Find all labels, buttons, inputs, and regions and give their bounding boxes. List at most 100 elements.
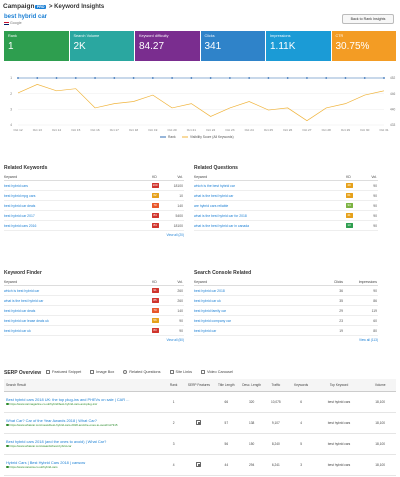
col-impressions[interactable]: Impressions <box>344 279 378 286</box>
col-vol[interactable]: Vol. <box>162 174 184 181</box>
rank-point[interactable] <box>17 77 19 79</box>
keyword-link[interactable]: best hybrid cars 2016 <box>4 220 148 231</box>
keyword-link[interactable]: best hybrid car lease deals uk <box>4 315 148 326</box>
col-title-length[interactable]: Title Length <box>212 379 241 392</box>
tab-video-carousel[interactable]: Video Carousel <box>201 370 233 374</box>
col-serp-features[interactable]: SERP Features <box>185 379 213 392</box>
search-console-view-all-link[interactable]: View all (113) <box>358 338 378 342</box>
keyword-link[interactable]: best hybrid cars <box>4 180 148 191</box>
keywords-count: 6 <box>288 391 314 413</box>
related-keywords-view-all-link[interactable]: View all (20) <box>166 233 184 237</box>
rank-point[interactable] <box>55 77 58 79</box>
tab-image-box[interactable]: Image Box <box>90 370 114 374</box>
keyword-link[interactable]: best hybrid family car <box>194 305 318 316</box>
campaign-logo[interactable]: Campaign PRO > Keyword Insights <box>3 3 104 10</box>
volume-value: 5400 <box>162 210 184 221</box>
col-keyword[interactable]: Keyword <box>4 174 148 181</box>
keyword-link[interactable]: best hybrid company car <box>194 315 318 326</box>
keyword-link[interactable]: what is the best hybrid car <box>194 190 342 201</box>
col-keyword[interactable]: Keyword <box>4 279 148 286</box>
rank-point[interactable] <box>325 77 328 79</box>
keyword-link[interactable]: are hybrid cars reliable <box>194 200 342 211</box>
tile-label: CTR <box>335 34 344 38</box>
result-url[interactable]: https://www.carmagazine.co.uk/hybrid/bes… <box>6 402 162 406</box>
kd-badge: 49 <box>345 183 353 188</box>
col-search-result[interactable]: Search Result <box>4 379 163 392</box>
video-icon <box>201 370 206 374</box>
tab-related-questions[interactable]: Related Questions <box>123 370 161 374</box>
keyword-link[interactable]: what is the best hybrid car <box>4 295 148 306</box>
keyword-link[interactable]: best hybrid car deals <box>4 305 148 316</box>
rank-point[interactable] <box>171 77 174 79</box>
featured-snippet-icon[interactable] <box>196 419 202 425</box>
related-question-row: what is the best hybrid car 61 90 <box>194 190 378 201</box>
result-url-text: https://www.whatcar.com/awards/best-hybr… <box>9 444 72 449</box>
col-keywords[interactable]: Keywords <box>288 379 314 392</box>
rank-point[interactable] <box>228 77 231 79</box>
keyword-link[interactable]: best hybrid car <box>194 325 318 336</box>
rank-point[interactable] <box>344 77 347 79</box>
result-url[interactable]: https://www.carwow.co.uk/hybrid-cars <box>6 465 162 469</box>
keyword-link[interactable]: what is the best hybrid car for 2018 <box>194 210 342 221</box>
volume-value: 90 <box>356 180 378 191</box>
tab-site-links[interactable]: Site Links <box>169 370 192 374</box>
col-keyword[interactable]: Keyword <box>194 279 318 286</box>
rank-point[interactable] <box>74 77 77 79</box>
rank-point[interactable] <box>94 77 96 79</box>
rank-visibility-chart[interactable]: 1 452 2 446 3 440 4 433 Oct 12 Oct 13 Oct 14 Oct 15… <box>0 70 400 150</box>
rank-point[interactable] <box>363 77 366 79</box>
col-kd[interactable]: KD <box>342 174 356 181</box>
result-title-link[interactable]: Best hybrid cars 2018 (and the ones to a… <box>6 438 107 444</box>
keyword-link[interactable]: best hybrid car deals <box>4 200 148 211</box>
rank-point[interactable] <box>190 77 193 79</box>
keyword-link[interactable]: which is the best hybrid car <box>194 180 342 191</box>
col-top-keyword[interactable]: Top Keyword <box>313 379 365 392</box>
volume-value: 90 <box>356 200 378 211</box>
legend-label[interactable]: Visibility Score (All Keywords) <box>190 135 234 139</box>
keyword-link[interactable]: best hybrid car uk <box>4 325 148 336</box>
kd-badge: 83 <box>151 328 159 333</box>
keyword-link[interactable]: what is the best hybrid car in canada <box>194 220 342 231</box>
back-to-rank-insights-button[interactable]: Back to Rank Insights <box>342 14 394 24</box>
result-title-link[interactable]: Best hybrid cars 2018 UK: the top plug-i… <box>6 396 130 402</box>
col-kd[interactable]: KD <box>148 279 162 286</box>
keyword-link[interactable]: best hybrid car 2018 <box>194 285 318 296</box>
rank-point[interactable] <box>151 77 154 79</box>
col-kd[interactable]: KD <box>148 174 162 181</box>
keyword-finder-view-all-link[interactable]: View all (50) <box>166 338 184 342</box>
result-url[interactable]: https://www.whatcar.com/news/best-hybrid… <box>6 423 162 427</box>
serp-feature-tabs: Featured Snippet Image Box Related Quest… <box>46 370 233 374</box>
rank-point[interactable] <box>209 77 212 79</box>
rank-point[interactable] <box>306 77 308 79</box>
col-desc-length[interactable]: Desc. Length <box>240 379 264 392</box>
rank-point[interactable] <box>383 77 385 79</box>
keyword-link[interactable]: best hybrid mpg cars <box>4 190 148 201</box>
col-keyword[interactable]: Keyword <box>194 174 342 181</box>
col-volume[interactable]: Volume <box>364 379 396 392</box>
rank-point[interactable] <box>267 77 270 79</box>
col-vol[interactable]: Vol. <box>162 279 184 286</box>
col-vol[interactable]: Vol. <box>356 174 378 181</box>
col-clicks[interactable]: Clicks <box>318 279 344 286</box>
keyword-link[interactable]: best hybrid car 2017 <box>4 210 148 221</box>
col-rank[interactable]: Rank <box>162 379 186 392</box>
legend-label[interactable]: Rank <box>168 135 176 139</box>
rank-point[interactable] <box>113 77 116 79</box>
tab-featured-snippet[interactable]: Featured Snippet <box>46 370 81 374</box>
result-title-link[interactable]: Hybrid Cars | Best Hybrid Cars 2018 | ca… <box>6 459 86 465</box>
rank-point[interactable] <box>132 77 135 79</box>
keyword-link[interactable]: which is best hybrid car <box>4 285 148 296</box>
rank-point[interactable] <box>286 77 289 79</box>
top-keyword-value: best hybrid cars <box>313 433 365 455</box>
col-traffic[interactable]: Traffic <box>263 379 289 392</box>
result-url[interactable]: https://www.whatcar.com/awards/best-hybr… <box>6 444 162 448</box>
kd-cell: 41 <box>342 210 356 221</box>
result-title-link[interactable]: What Car? Car of the Year Awards 2018 | … <box>6 417 97 423</box>
featured-snippet-icon[interactable] <box>196 461 202 467</box>
related-question-row: which is the best hybrid car 49 90 <box>194 180 378 191</box>
keyword-link[interactable]: best hybrid car uk <box>194 295 318 306</box>
rank-point[interactable] <box>248 77 251 79</box>
rank-point[interactable] <box>36 77 39 79</box>
keyword-finder-row: best hybrid car deals 70 140 <box>4 305 184 316</box>
volume-value: 18,100 <box>364 412 396 434</box>
